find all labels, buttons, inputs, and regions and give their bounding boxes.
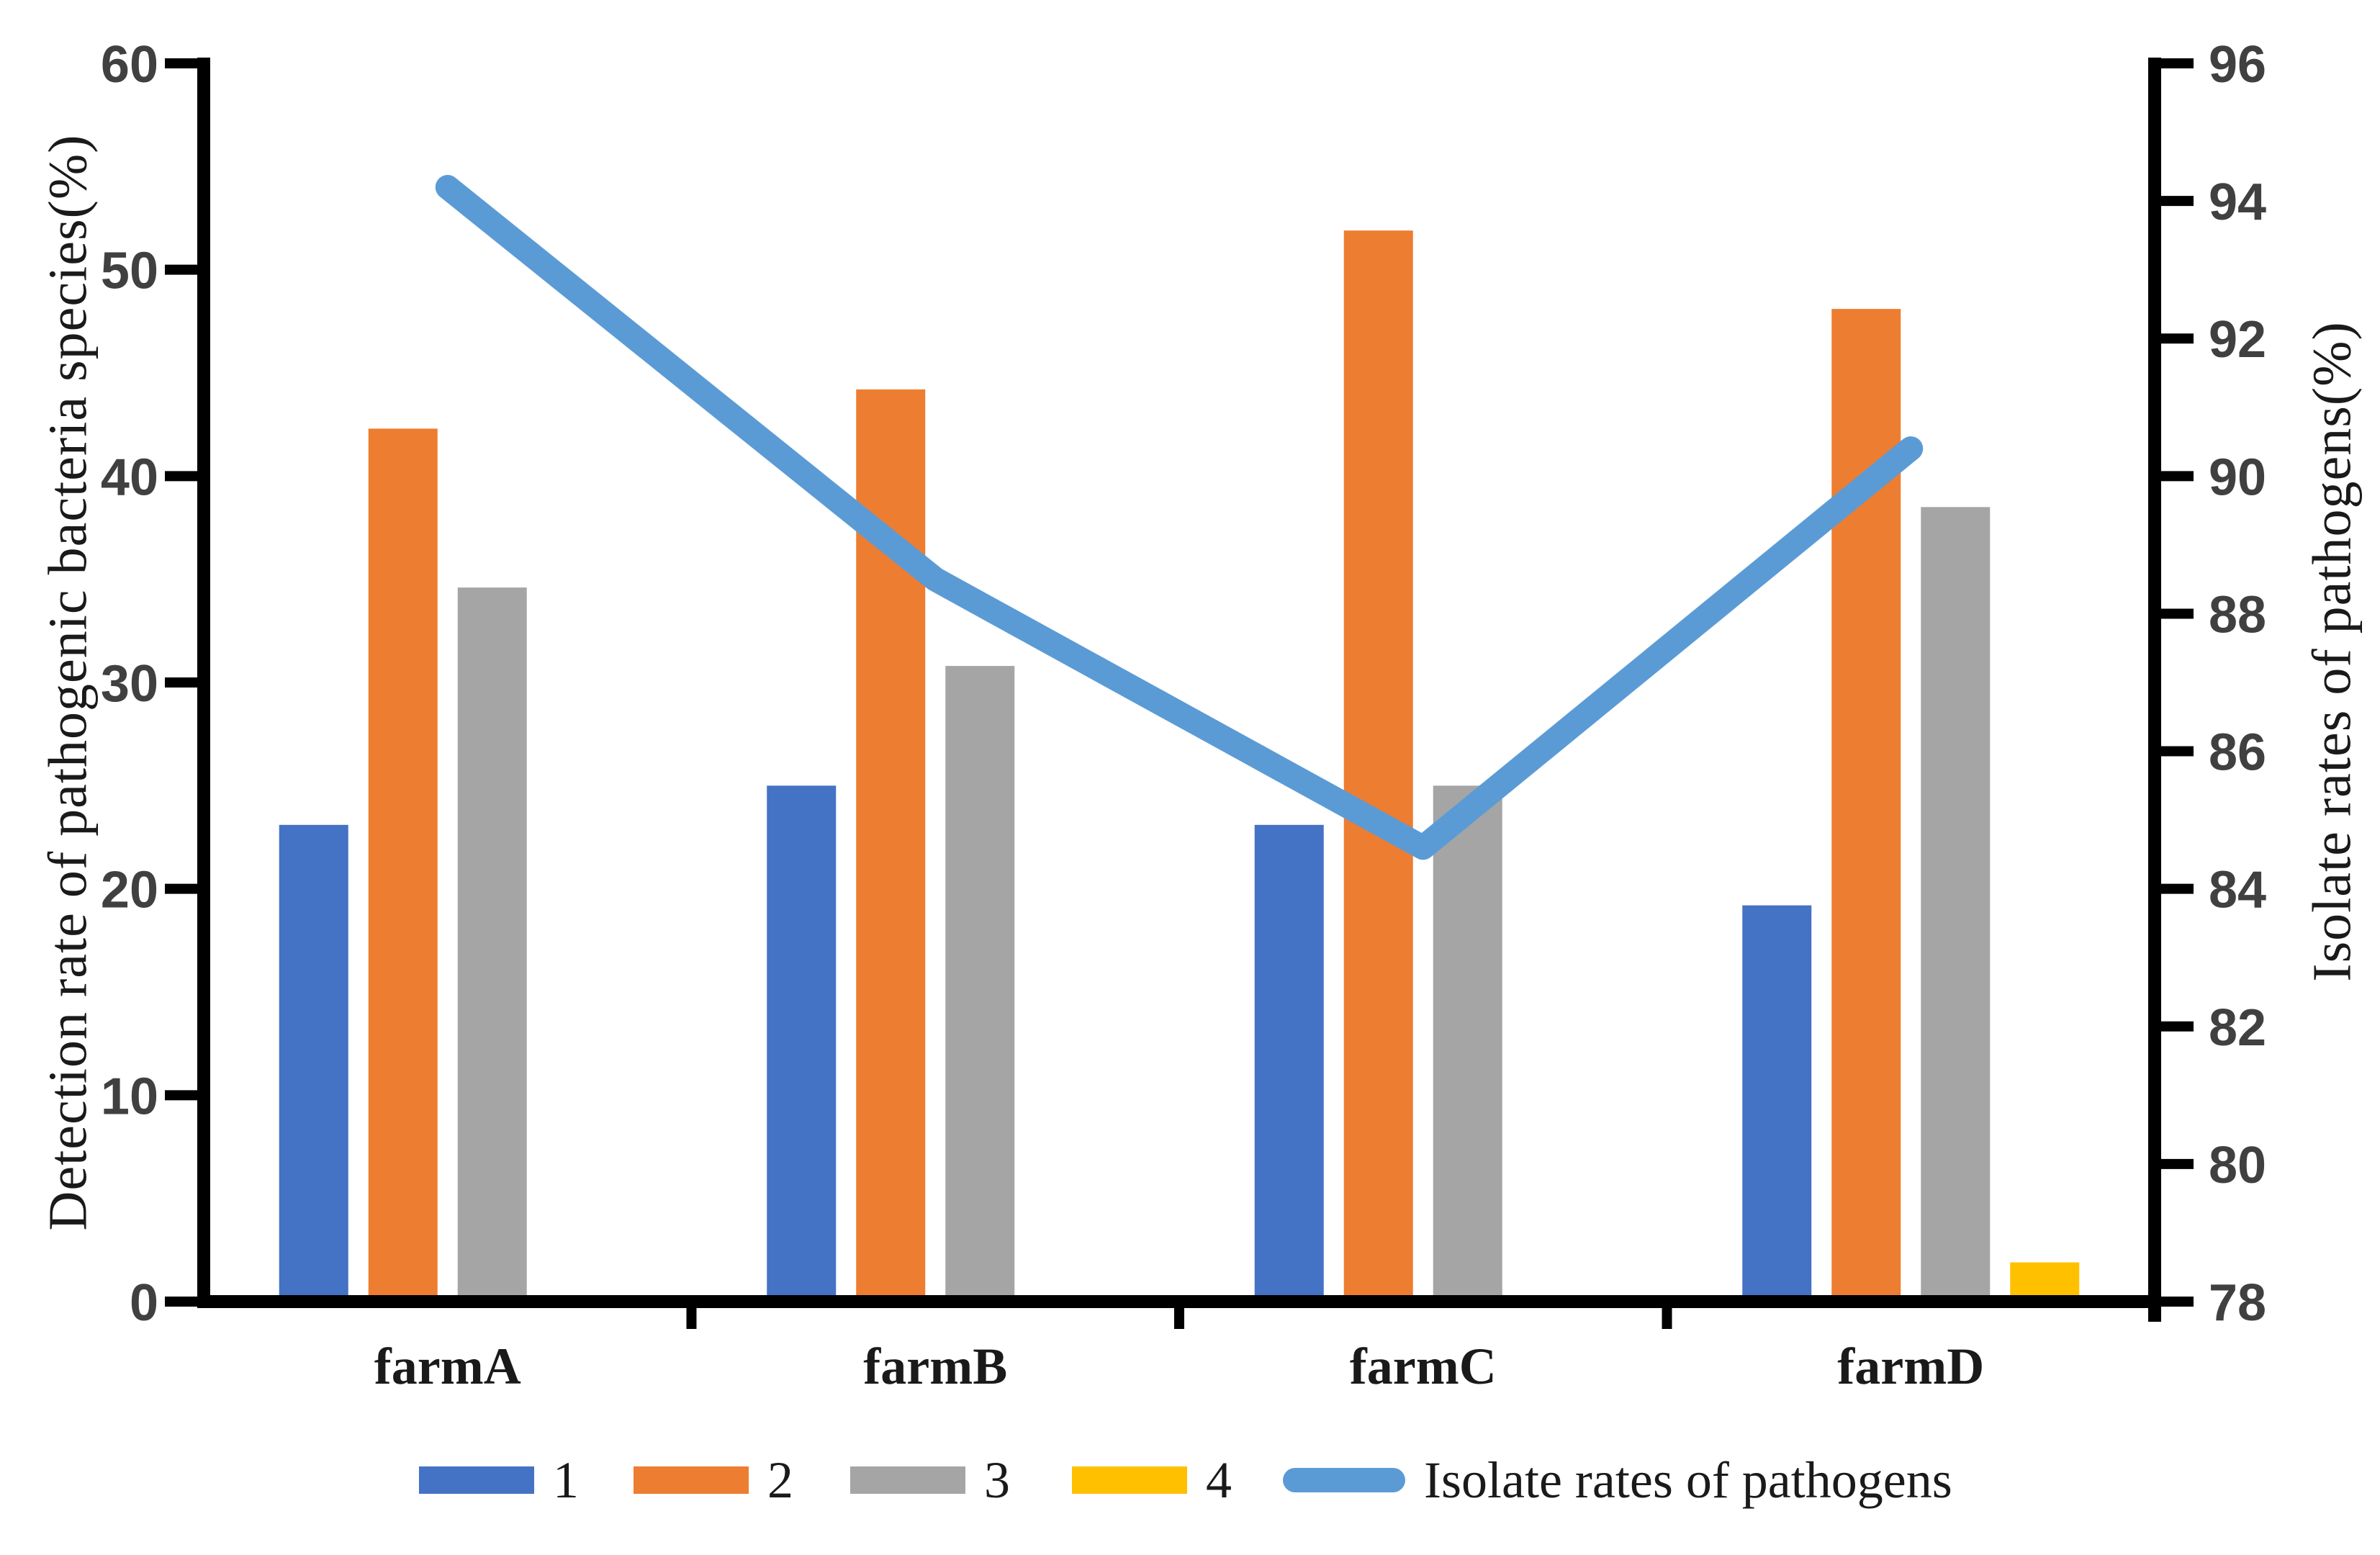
right-tick-label-78: 78 — [2209, 1274, 2266, 1332]
bar-3-farmC — [1433, 785, 1502, 1302]
bar-3-farmA — [457, 587, 527, 1302]
category-label-farmC: farmC — [1350, 1338, 1497, 1395]
right-tick-label-86: 86 — [2209, 724, 2266, 782]
bar-2-farmC — [1343, 230, 1413, 1302]
category-label-farmA: farmA — [374, 1338, 521, 1395]
right-axis-title: Isolate rates of pathogens(%) — [2302, 321, 2363, 982]
right-tick-label-96: 96 — [2209, 36, 2266, 94]
left-tick-label-50: 50 — [101, 243, 158, 300]
bar-4-farmD — [2010, 1262, 2080, 1302]
right-tick-label-92: 92 — [2209, 311, 2266, 369]
right-tick-label-84: 84 — [2209, 862, 2266, 919]
left-tick-label-30: 30 — [101, 655, 158, 713]
right-tick-label-94: 94 — [2209, 173, 2266, 231]
left-tick-label-10: 10 — [101, 1068, 158, 1125]
right-tick-label-82: 82 — [2209, 999, 2266, 1057]
right-tick-label-90: 90 — [2209, 449, 2266, 506]
bar-3-farmD — [1921, 507, 1991, 1302]
right-tick-label-88: 88 — [2209, 586, 2266, 644]
isolate-rates-line — [435, 175, 1924, 860]
left-tick-label-60: 60 — [101, 36, 158, 94]
category-label-farmD: farmD — [1837, 1338, 1984, 1395]
left-tick-label-0: 0 — [130, 1274, 158, 1332]
left-axis-title: Detection rate of pathogenic bacteria sp… — [37, 134, 99, 1231]
left-tick-label-40: 40 — [101, 449, 158, 506]
right-tick-label-80: 80 — [2209, 1137, 2266, 1194]
bar-1-farmB — [767, 785, 837, 1302]
category-label-farmB: farmB — [863, 1338, 1007, 1395]
bar-2-farmA — [368, 428, 438, 1302]
bar-1-farmD — [1742, 905, 1812, 1302]
bar-3-farmB — [945, 666, 1015, 1302]
left-tick-label-20: 20 — [101, 862, 158, 919]
bar-1-farmC — [1254, 824, 1324, 1302]
bar-1-farmA — [279, 824, 348, 1302]
